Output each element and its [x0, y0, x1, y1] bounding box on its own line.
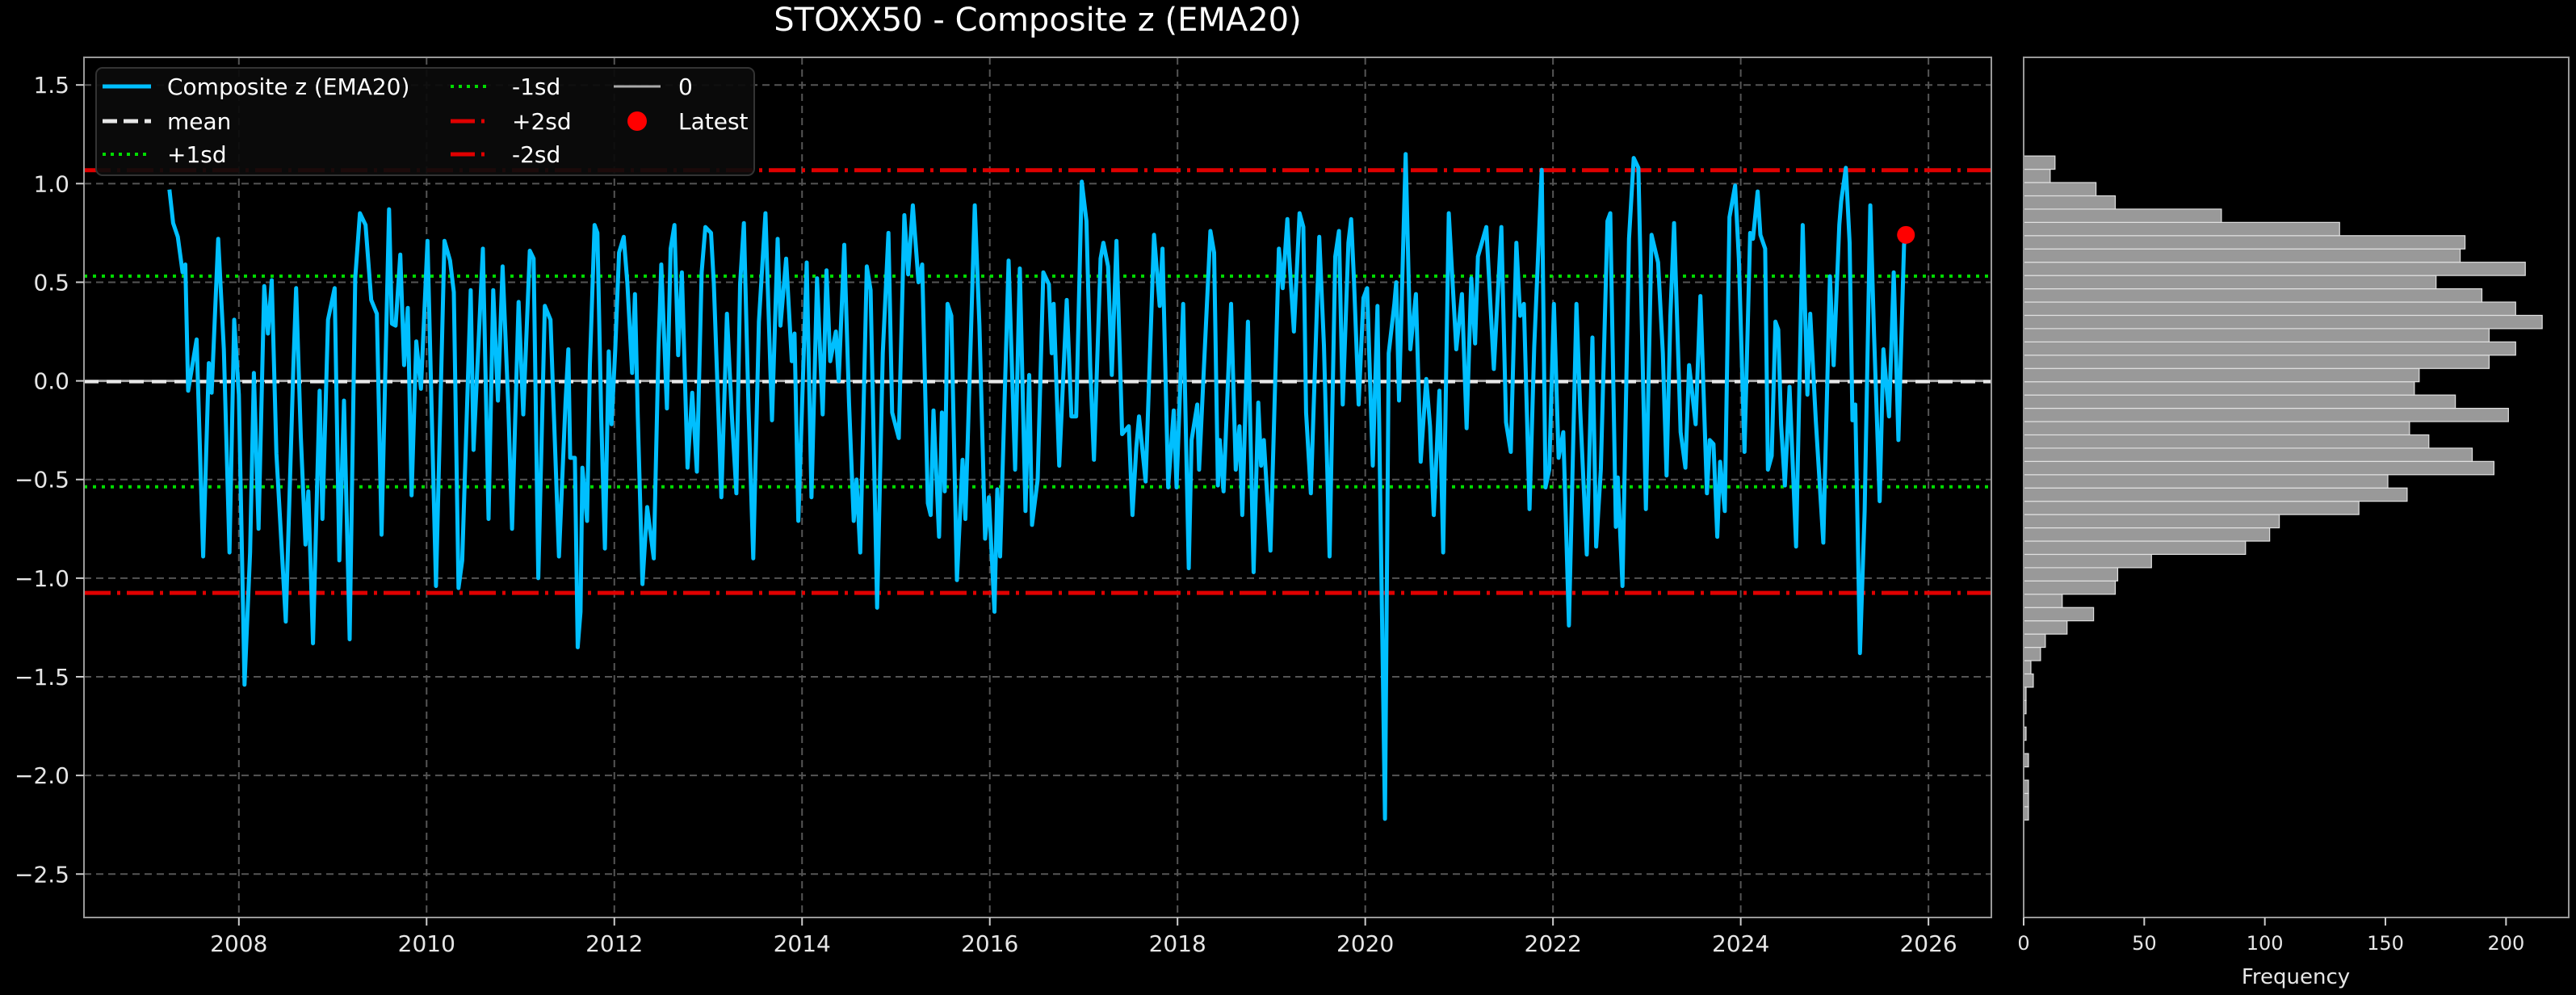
y-tick-label: 1.5	[33, 72, 69, 99]
main-series	[167, 152, 1915, 821]
histogram-bar	[2023, 567, 2119, 581]
histogram-x-tick-label: 50	[2132, 932, 2157, 955]
histogram-bar	[2023, 381, 2415, 396]
legend-box	[95, 67, 755, 176]
x-tick-label: 2014	[774, 930, 831, 957]
histogram-bar	[2023, 594, 2063, 608]
histogram-bar	[2023, 607, 2095, 622]
histogram-bar	[2023, 301, 2516, 317]
histogram-bar	[2023, 646, 2041, 661]
histogram-bar	[2023, 487, 2408, 502]
main-plot-frame	[83, 57, 1992, 918]
histogram-bar	[2023, 155, 2056, 170]
histogram-bar	[2023, 314, 2543, 330]
chart-title: STOXX50 - Composite z (EMA20)	[774, 2, 1301, 39]
x-tick-label: 2008	[210, 930, 267, 957]
y-tick-label: −0.5	[15, 467, 69, 493]
x-tick-label: 2024	[1712, 930, 1769, 957]
legend-label-mean: mean	[167, 108, 231, 135]
histogram-bar	[2023, 288, 2483, 303]
histogram-bar	[2023, 341, 2516, 356]
x-tick-label: 2018	[1149, 930, 1206, 957]
x-axis-ticks: 2008 2010 2012 2014 2016 2018 2020 2022 2024 2026	[210, 917, 1957, 957]
latest-point-marker	[1897, 225, 1915, 244]
histogram-bar	[2023, 527, 2271, 542]
y-axis-ticks: 1.5 1.0 0.5 0.0 −0.5 −1.0 −1.5 −2.0 −2.5	[15, 72, 84, 888]
legend-label-latest: Latest	[678, 108, 749, 135]
histogram-bar	[2023, 620, 2068, 635]
histogram-bar	[2023, 262, 2526, 276]
histogram-bar	[2023, 421, 2410, 436]
histogram-x-label: Frequency	[2242, 965, 2350, 989]
histogram-bar	[2023, 434, 2430, 449]
x-tick-label: 2012	[585, 930, 643, 957]
legend-label-composite: Composite z (EMA20)	[167, 73, 409, 100]
legend-label-zero: 0	[678, 73, 693, 100]
histogram-x-tick-label: 0	[2017, 932, 2029, 955]
histogram-bar	[2023, 580, 2117, 595]
x-tick-label: 2026	[1899, 930, 1957, 957]
y-tick-label: −1.5	[15, 664, 69, 691]
histogram-bar	[2023, 540, 2247, 556]
histogram-bar	[2023, 460, 2495, 476]
histogram-bar	[2023, 367, 2420, 383]
histogram-bar	[2023, 447, 2473, 462]
histogram-bar	[2023, 474, 2389, 489]
x-tick-label: 2022	[1525, 930, 1582, 957]
histogram-x-tick-label: 150	[2367, 932, 2404, 955]
y-tick-label: −2.0	[15, 762, 69, 789]
histogram-bar	[2023, 168, 2051, 183]
histogram-bar	[2023, 501, 2360, 515]
x-tick-label: 2020	[1336, 930, 1394, 957]
legend-label-minus2sd: -2sd	[512, 141, 560, 168]
histogram-bar	[2023, 514, 2280, 529]
histogram-bar	[2023, 182, 2097, 197]
y-tick-label: −2.5	[15, 861, 69, 888]
y-tick-label: 1.0	[33, 170, 69, 197]
histogram-bar	[2023, 633, 2046, 649]
y-tick-label: 0.0	[33, 368, 69, 395]
histogram-x-tick-label: 200	[2487, 932, 2524, 955]
histogram-bar	[2023, 407, 2509, 422]
histogram-bar	[2023, 195, 2117, 210]
histogram-bar	[2023, 235, 2466, 250]
legend-marker-latest	[627, 111, 647, 131]
histogram-bar	[2023, 221, 2340, 237]
legend: Composite z (EMA20) mean +1sd -1sd +2sd …	[95, 67, 755, 176]
histogram-bars	[2023, 155, 2543, 821]
histogram-x-tick-label: 100	[2247, 932, 2284, 955]
legend-label-minus1sd: -1sd	[512, 73, 560, 100]
histogram-x-ticks: 0 50 100 150 200	[2017, 917, 2524, 955]
legend-label-plus2sd: +2sd	[512, 108, 572, 135]
histogram-bar	[2023, 355, 2490, 369]
histogram-bar	[2023, 660, 2032, 675]
histogram-bar	[2023, 208, 2222, 223]
histogram-frame	[2023, 57, 2570, 918]
histogram-bar	[2023, 328, 2490, 342]
x-tick-label: 2010	[398, 930, 455, 957]
y-tick-label: 0.5	[33, 269, 69, 296]
composite-z-series-line	[167, 152, 1908, 821]
histogram-bar	[2023, 275, 2437, 290]
histogram-bar	[2023, 553, 2152, 569]
legend-label-plus1sd: +1sd	[167, 141, 227, 168]
x-tick-label: 2016	[961, 930, 1018, 957]
histogram-bar	[2023, 248, 2461, 263]
y-tick-label: −1.0	[15, 565, 69, 592]
histogram-bar	[2023, 394, 2456, 409]
histogram-bar	[2023, 673, 2034, 688]
